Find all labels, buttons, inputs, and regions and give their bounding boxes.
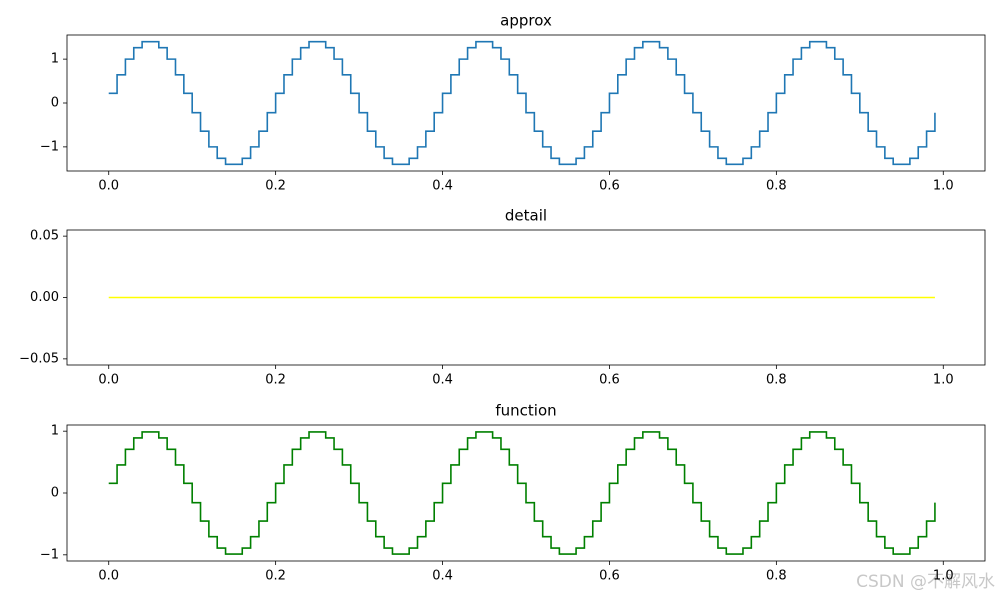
x-tick-label: 0.2	[265, 179, 286, 194]
x-tick-label: 0.8	[766, 569, 787, 584]
x-tick-label: 0.0	[98, 373, 119, 388]
y-tick-label: 0	[51, 96, 59, 111]
x-tick-label: 0.8	[766, 373, 787, 388]
y-tick-label: 1	[51, 52, 59, 67]
x-tick-label: 0.2	[265, 373, 286, 388]
x-tick-label: 0.6	[599, 569, 620, 584]
x-tick-label: 0.0	[98, 569, 119, 584]
plot-area	[108, 431, 936, 555]
line-series	[108, 431, 936, 555]
y-tick-label: 1	[51, 424, 59, 439]
x-tick-label: 0.6	[599, 373, 620, 388]
x-tick-label: 0.4	[432, 373, 453, 388]
line-series	[108, 40, 936, 166]
y-tick-label: 0	[51, 486, 59, 501]
x-tick-label: 0.8	[766, 179, 787, 194]
x-tick-label: 1.0	[933, 373, 954, 388]
x-tick-label: 0.2	[265, 569, 286, 584]
y-tick-label: 0.05	[30, 229, 59, 244]
subplot-title: detail	[505, 207, 547, 225]
y-tick-label: −1	[40, 547, 59, 562]
x-tick-label: 1.0	[933, 569, 954, 584]
axes-frame	[66, 34, 986, 172]
axes-frame	[66, 424, 986, 562]
subplot-title: approx	[500, 12, 552, 30]
watermark: CSDN @不解风水	[856, 572, 995, 592]
y-tick-label: −1	[40, 139, 59, 154]
plot-area	[108, 40, 936, 166]
x-tick-label: 0.4	[432, 569, 453, 584]
x-tick-label: 0.4	[432, 179, 453, 194]
y-tick-label: −0.05	[19, 351, 59, 366]
y-tick-label: 0.00	[30, 290, 59, 305]
axes-frame	[66, 229, 986, 366]
x-tick-label: 1.0	[933, 179, 954, 194]
x-tick-label: 0.0	[98, 179, 119, 194]
x-tick-label: 0.6	[599, 179, 620, 194]
subplot-title: function	[495, 402, 556, 420]
